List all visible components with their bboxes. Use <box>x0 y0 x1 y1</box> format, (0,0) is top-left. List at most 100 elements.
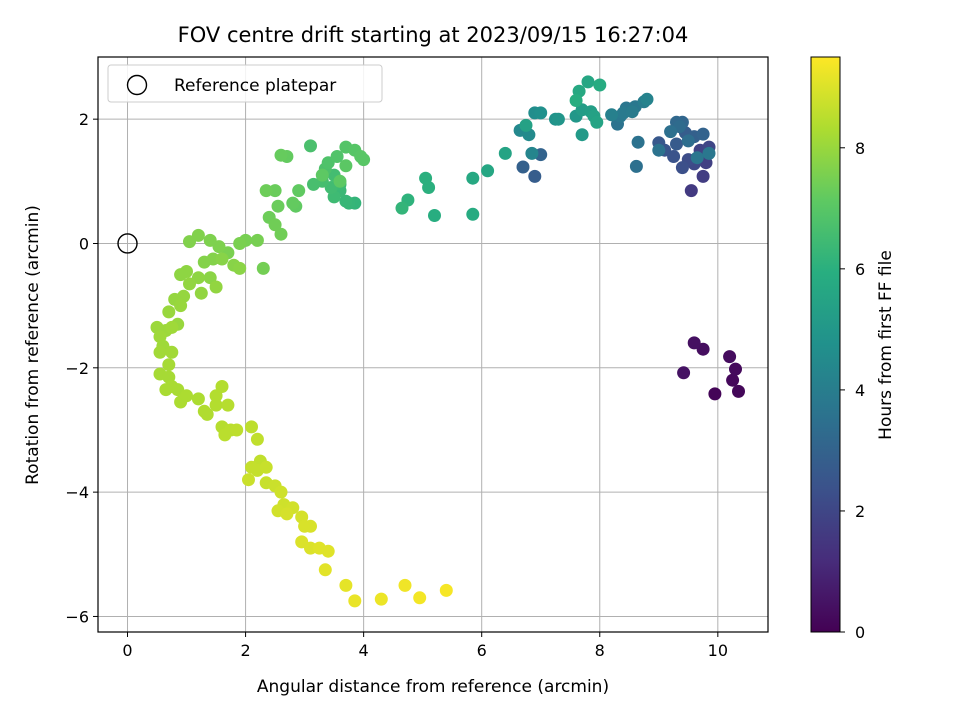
y-tick-label: −2 <box>65 359 89 378</box>
colorbar-gradient <box>811 57 840 632</box>
data-point <box>629 159 643 173</box>
data-point <box>259 184 273 198</box>
colorbar: 0 2 4 6 8 Hours from first FF file <box>810 56 896 642</box>
x-tick-label: 8 <box>595 641 605 660</box>
reference-platepar-marker <box>117 233 138 254</box>
data-point <box>516 160 530 174</box>
data-point <box>569 94 583 107</box>
legend-reference-marker-icon <box>126 74 148 96</box>
data-point <box>307 177 320 191</box>
x-tick-label: 10 <box>708 641 728 660</box>
data-point <box>209 389 223 403</box>
data-point <box>292 184 306 198</box>
data-point <box>519 118 533 132</box>
x-axis-ticks: 0 2 4 6 8 10 <box>122 632 728 660</box>
data-point <box>256 261 270 275</box>
data-point <box>218 428 232 442</box>
data-point <box>339 194 353 208</box>
data-point <box>631 135 645 149</box>
data-point <box>221 398 235 412</box>
data-point <box>398 578 412 592</box>
data-point <box>702 146 716 160</box>
data-point <box>200 407 214 421</box>
data-point <box>304 139 317 153</box>
data-point <box>374 592 388 606</box>
colorbar-tick-label: 8 <box>855 139 865 158</box>
data-point <box>675 161 689 175</box>
data-point <box>286 196 300 210</box>
y-tick-label: −4 <box>65 483 89 502</box>
data-point <box>525 146 539 160</box>
y-axis-label: Rotation from reference (arcmin) <box>23 205 43 485</box>
data-point <box>605 108 619 122</box>
data-point <box>413 591 427 605</box>
data-point <box>206 252 220 266</box>
data-point <box>268 184 282 198</box>
data-point <box>180 389 193 403</box>
data-point <box>590 115 604 129</box>
data-point <box>318 563 332 577</box>
data-point <box>274 148 288 162</box>
data-point <box>708 387 722 401</box>
data-point <box>551 112 565 126</box>
data-point <box>339 159 353 173</box>
data-point <box>203 233 217 247</box>
data-point <box>575 128 589 142</box>
data-point <box>242 473 255 487</box>
colorbar-tick-label: 2 <box>855 502 865 521</box>
data-point <box>395 201 409 215</box>
data-point <box>274 485 288 499</box>
data-point <box>696 127 710 141</box>
data-point <box>274 227 288 241</box>
y-axis-ticks: −6 −4 −2 0 2 <box>65 110 98 626</box>
data-point <box>664 125 678 139</box>
data-point <box>670 137 683 151</box>
x-axis-label: Angular distance from reference (arcmin) <box>257 677 609 697</box>
data-point <box>419 171 433 185</box>
data-point <box>339 578 353 592</box>
y-tick-label: 0 <box>79 234 89 253</box>
data-point <box>194 286 208 300</box>
y-tick-label: −6 <box>65 607 89 626</box>
data-point <box>729 362 742 376</box>
data-point <box>215 380 229 393</box>
data-point <box>271 199 285 213</box>
data-point <box>498 146 512 160</box>
data-point <box>304 541 317 555</box>
legend-box <box>107 64 383 103</box>
data-point <box>233 261 247 275</box>
colorbar-frame <box>810 56 841 633</box>
data-point <box>174 268 188 282</box>
x-tick-label: 2 <box>240 641 250 660</box>
colorbar-tick-label: 6 <box>855 260 865 279</box>
data-point <box>652 143 666 157</box>
data-point <box>209 398 223 412</box>
data-point <box>280 507 294 521</box>
data-point <box>726 373 740 387</box>
data-point <box>466 171 480 185</box>
data-point <box>640 92 654 106</box>
data-point <box>439 583 453 597</box>
data-point <box>696 169 710 183</box>
legend-label-reference: Reference platepar <box>174 76 336 96</box>
data-point <box>625 105 639 119</box>
data-point <box>690 151 704 165</box>
data-point <box>245 420 258 434</box>
colorbar-label: Hours from first FF file <box>876 250 896 440</box>
x-tick-label: 0 <box>122 641 132 660</box>
data-point <box>593 78 607 92</box>
data-point <box>681 134 695 148</box>
data-point <box>677 366 691 380</box>
data-point <box>466 207 480 221</box>
data-point <box>304 519 317 533</box>
data-point <box>203 271 217 285</box>
data-point <box>183 235 196 249</box>
data-point <box>333 174 347 188</box>
data-point <box>191 392 205 406</box>
data-point <box>723 350 737 364</box>
data-point <box>215 252 229 266</box>
data-point <box>581 75 595 89</box>
data-point <box>528 169 542 183</box>
data-point <box>357 153 371 167</box>
